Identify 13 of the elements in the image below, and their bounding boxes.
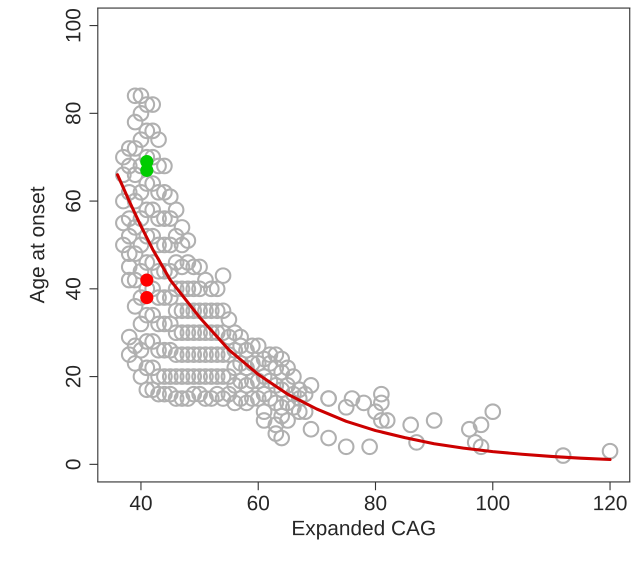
x-tick-label: 120 [594,496,627,510]
y-tick-label: 40 [66,278,80,300]
x-tick-label: 60 [248,496,269,510]
y-tick-label: 20 [66,366,80,388]
y-axis-title: Age at onset [30,186,49,304]
x-tick-label: 40 [130,496,152,510]
x-tick-label: 100 [476,496,510,510]
x-axis-title: Expanded CAG [293,520,435,540]
y-tick-label: 0 [66,459,80,470]
y-tick-label: 80 [66,102,80,124]
x-tick-label: 80 [364,496,386,510]
y-tick-label: 100 [66,9,80,42]
y-tick-label: 60 [66,190,80,212]
